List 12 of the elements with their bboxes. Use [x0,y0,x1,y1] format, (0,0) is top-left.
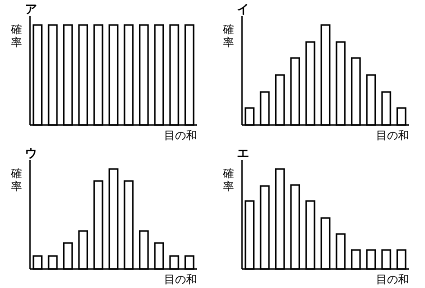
y-axis-title: 確率 [222,167,234,193]
y-axis-title: 確率 [222,23,234,49]
y-axis-title: 確率 [10,23,22,49]
x-axis-title: 目の和 [164,273,197,286]
y-axis-title: 確率 [10,167,22,193]
chart-title: ウ [25,146,37,160]
chart-title: イ [237,2,249,16]
x-axis-title: 目の和 [164,129,197,142]
chart-title: ア [25,2,37,16]
chart-title: エ [237,146,249,160]
x-axis-title: 目の和 [376,273,409,286]
x-axis-title: 目の和 [376,129,409,142]
